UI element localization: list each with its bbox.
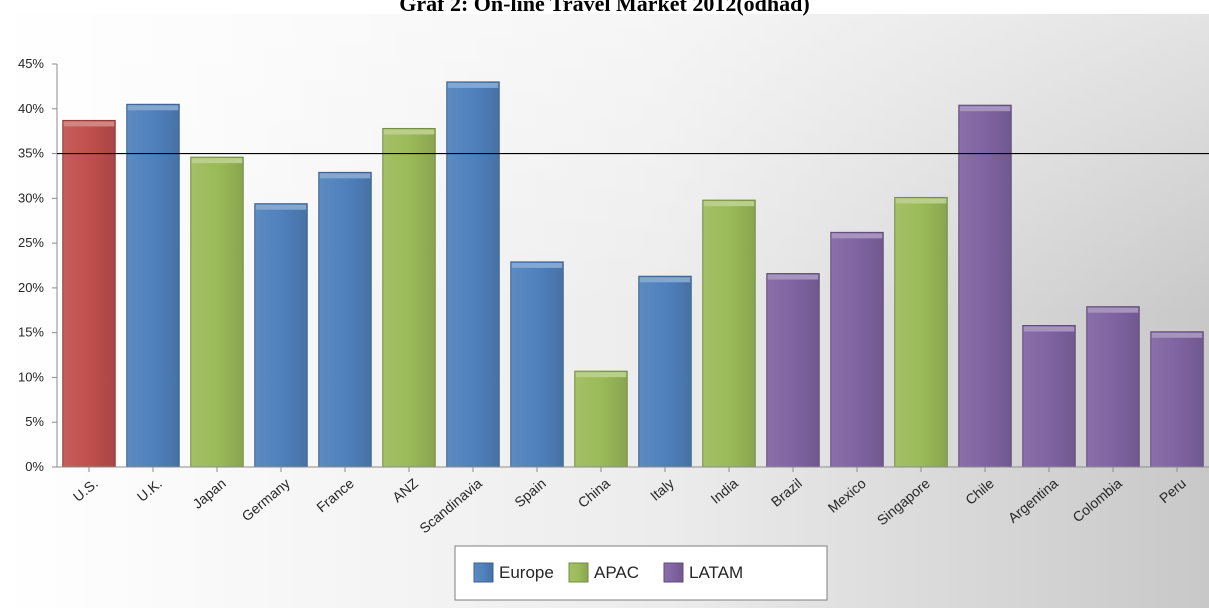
- y-tick-label: 15%: [18, 325, 44, 340]
- bar-u-s-: [62, 119, 116, 468]
- bar-top-bevel: [1023, 326, 1075, 332]
- legend: Europe APAC LATAM: [454, 545, 828, 601]
- legend-swatch-latam: [663, 562, 684, 583]
- legend-swatch-europe: [473, 562, 494, 583]
- bar-top-bevel: [255, 204, 307, 210]
- bar-china: [574, 370, 628, 468]
- y-tick-label: 45%: [18, 56, 44, 71]
- bar-top-bevel: [191, 158, 243, 164]
- bar-anz: [382, 127, 436, 468]
- y-tick-label: 20%: [18, 280, 44, 295]
- y-tick-label: 35%: [18, 146, 44, 161]
- bar-colombia: [1086, 306, 1140, 468]
- y-axis: 0% 5% 10% 15% 20% 25% 30% 35% 40% 45%: [18, 56, 58, 474]
- y-tick-label: 5%: [25, 414, 44, 429]
- legend-label-latam: LATAM: [689, 563, 743, 582]
- bar-top-bevel: [639, 277, 691, 283]
- bar-top-bevel: [511, 262, 563, 268]
- bar-top-bevel: [1087, 307, 1139, 313]
- bar-top-bevel: [319, 173, 371, 179]
- bar-top-bevel: [895, 198, 947, 204]
- bar-india: [702, 199, 756, 468]
- y-tick-label: 30%: [18, 190, 44, 205]
- y-tick-label: 10%: [18, 369, 44, 384]
- bar-chile: [958, 104, 1012, 468]
- bar-top-bevel: [1151, 332, 1203, 338]
- bar-japan: [190, 156, 244, 468]
- legend-box: [454, 545, 828, 601]
- legend-swatch-apac: [568, 562, 589, 583]
- bar-argentina: [1022, 325, 1076, 468]
- bar-top-bevel: [703, 201, 755, 207]
- bar-u-k-: [126, 103, 180, 468]
- y-tick-label: 0%: [25, 459, 44, 474]
- bar-singapore: [894, 196, 948, 468]
- bar-peru: [1150, 331, 1204, 468]
- bar-france: [318, 171, 372, 468]
- bar-brazil: [766, 273, 820, 468]
- bar-mexico: [830, 231, 884, 468]
- bar-top-bevel: [447, 82, 499, 88]
- plot-background-sheen: [0, 14, 1209, 314]
- legend-label-apac: APAC: [594, 563, 639, 582]
- bar-spain: [510, 261, 564, 468]
- bar-italy: [638, 275, 692, 468]
- bar-top-bevel: [959, 106, 1011, 112]
- chart-title: Graf 2: On-line Travel Market 2012(odhad…: [399, 0, 810, 16]
- y-tick-label: 40%: [18, 101, 44, 116]
- bar-top-bevel: [575, 372, 627, 378]
- bar-germany: [254, 203, 308, 468]
- bar-top-bevel: [831, 233, 883, 239]
- bar-top-bevel: [383, 129, 435, 135]
- bar-top-bevel: [127, 105, 179, 111]
- bars: [62, 81, 1204, 468]
- bar-scandinavia: [446, 81, 500, 468]
- bar-top-bevel: [63, 121, 115, 127]
- y-tick-label: 25%: [18, 235, 44, 250]
- bar-top-bevel: [767, 274, 819, 280]
- legend-label-europe: Europe: [499, 563, 554, 582]
